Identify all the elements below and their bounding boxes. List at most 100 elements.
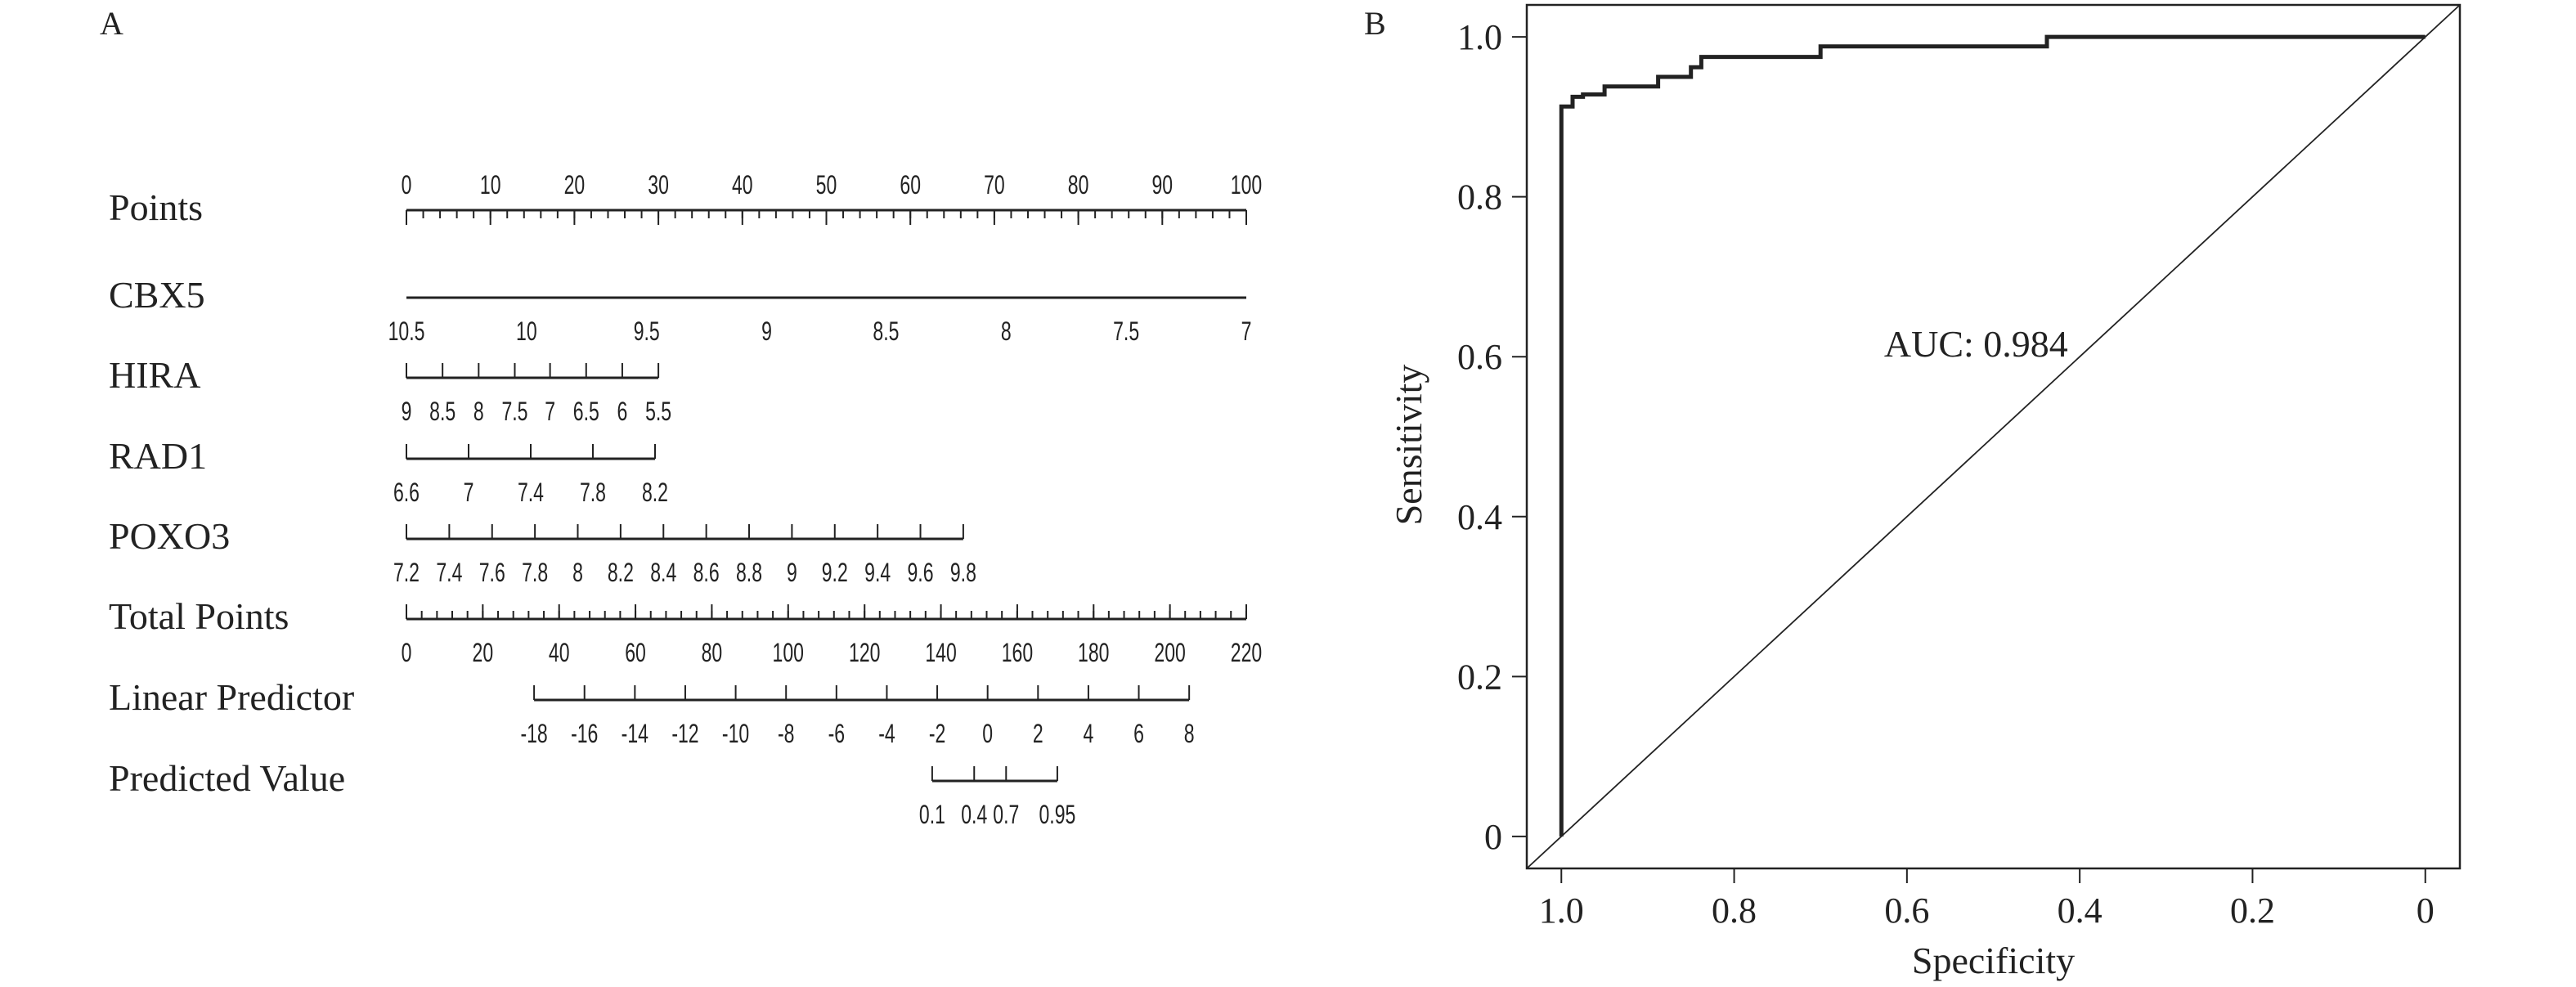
tick-label-linear-predictor: -16 xyxy=(571,719,598,748)
tick-label-linear-predictor: 0 xyxy=(982,719,993,748)
tick-label-poxo3: 9 xyxy=(787,558,797,587)
y-tick-label: 1.0 xyxy=(1457,17,1502,57)
tick-label-predicted-value: 0.4 xyxy=(961,800,987,829)
y-tick-label: 0.2 xyxy=(1457,657,1502,697)
tick-label-hira: 6.5 xyxy=(573,397,599,426)
tick-label-poxo3: 7.4 xyxy=(436,558,462,587)
tick-label-total-points: 200 xyxy=(1154,638,1185,667)
tick-label-total-points: 100 xyxy=(773,638,804,667)
tick-label-rad1: 6.6 xyxy=(393,478,420,507)
tick-label-rad1: 7.4 xyxy=(518,478,544,507)
tick-label-cbx5: 8.5 xyxy=(873,316,899,346)
tick-label-hira: 8.5 xyxy=(429,397,456,426)
row-name-total-points: Total Points xyxy=(109,595,289,637)
tick-label-hira: 8 xyxy=(473,397,484,426)
row-name-poxo3: POXO3 xyxy=(109,515,230,557)
tick-label-rad1: 8.2 xyxy=(642,478,668,507)
tick-label-poxo3: 9.6 xyxy=(908,558,934,587)
row-name-points: Points xyxy=(109,186,203,228)
tick-label-cbx5: 9 xyxy=(761,316,772,346)
tick-label-poxo3: 9.2 xyxy=(822,558,848,587)
tick-label-hira: 7 xyxy=(545,397,555,426)
tick-label-points: 20 xyxy=(564,170,586,200)
tick-label-points: 100 xyxy=(1231,170,1262,200)
panel-b-label: B xyxy=(1364,5,1386,42)
tick-label-hira: 7.5 xyxy=(501,397,527,426)
x-tick-label: 0.8 xyxy=(1712,891,1757,931)
x-tick-label: 0.4 xyxy=(2058,891,2103,931)
tick-label-poxo3: 8.6 xyxy=(693,558,720,587)
tick-label-cbx5: 10.5 xyxy=(388,316,425,346)
tick-label-poxo3: 9.4 xyxy=(864,558,891,587)
y-axis-label: Sensitivity xyxy=(1388,365,1429,526)
row-name-hira: HIRA xyxy=(109,354,200,396)
roc-panel: 1.0 0.8 0.6 0.4 0.2 0 0 0.2 0.4 0.6 0.8 1.0 Specific… xyxy=(1388,3,2462,981)
x-tick-label: 0 xyxy=(2417,891,2435,931)
tick-label-hira: 6 xyxy=(617,397,628,426)
tick-label-points: 70 xyxy=(984,170,1005,200)
tick-label-points: 0 xyxy=(402,170,412,200)
tick-label-poxo3: 8.2 xyxy=(608,558,634,587)
panel-a-label: A xyxy=(100,5,123,42)
tick-label-points: 40 xyxy=(732,170,753,200)
plot-frame xyxy=(1525,3,2462,870)
tick-label-points: 60 xyxy=(900,170,921,200)
row-name-predicted-value: Predicted Value xyxy=(109,757,345,799)
tick-label-linear-predictor: -6 xyxy=(828,719,845,748)
tick-label-rad1: 7 xyxy=(464,478,474,507)
tick-label-linear-predictor: -2 xyxy=(929,719,945,748)
tick-label-total-points: 140 xyxy=(925,638,956,667)
tick-label-poxo3: 7.8 xyxy=(522,558,548,587)
tick-label-cbx5: 7 xyxy=(1241,316,1252,346)
tick-label-points: 90 xyxy=(1151,170,1173,200)
tick-label-predicted-value: 0.1 xyxy=(919,800,945,829)
tick-label-cbx5: 7.5 xyxy=(1113,316,1139,346)
tick-label-linear-predictor: -10 xyxy=(722,719,749,748)
tick-label-linear-predictor: 6 xyxy=(1133,719,1144,748)
tick-label-linear-predictor: 8 xyxy=(1184,719,1195,748)
tick-label-linear-predictor: 4 xyxy=(1084,719,1094,748)
tick-label-total-points: 120 xyxy=(849,638,880,667)
row-name-rad1: RAD1 xyxy=(109,435,207,477)
row-name-linear-predictor: Linear Predictor xyxy=(109,676,354,718)
tick-label-poxo3: 9.8 xyxy=(950,558,976,587)
tick-label-hira: 9 xyxy=(402,397,412,426)
tick-label-points: 10 xyxy=(480,170,501,200)
tick-label-linear-predictor: -18 xyxy=(520,719,547,748)
tick-label-cbx5: 9.5 xyxy=(634,316,660,346)
auc-annotation: AUC: 0.984 xyxy=(1884,323,2068,365)
tick-label-total-points: 220 xyxy=(1231,638,1262,667)
tick-label-total-points: 0 xyxy=(402,638,412,667)
y-tick-label: 0 xyxy=(1484,817,1502,857)
tick-label-predicted-value: 0.95 xyxy=(1039,800,1076,829)
tick-label-total-points: 180 xyxy=(1078,638,1109,667)
tick-label-linear-predictor: -8 xyxy=(778,719,794,748)
tick-label-hira: 5.5 xyxy=(645,397,671,426)
tick-label-linear-predictor: -14 xyxy=(622,719,648,748)
y-tick-label: 0.4 xyxy=(1457,497,1502,537)
x-axis-label: Specificity xyxy=(1912,940,2075,981)
tick-label-points: 80 xyxy=(1068,170,1089,200)
tick-label-predicted-value: 0.7 xyxy=(993,800,1019,829)
tick-label-total-points: 60 xyxy=(625,638,646,667)
y-tick-label: 0.6 xyxy=(1457,337,1502,377)
x-tick-label: 0.6 xyxy=(1884,891,1929,931)
tick-label-poxo3: 8.4 xyxy=(650,558,676,587)
tick-label-total-points: 160 xyxy=(1002,638,1033,667)
tick-label-total-points: 20 xyxy=(473,638,494,667)
tick-label-total-points: 80 xyxy=(702,638,723,667)
tick-label-poxo3: 7.6 xyxy=(479,558,505,587)
tick-label-poxo3: 7.2 xyxy=(393,558,420,587)
reference-diagonal xyxy=(1526,4,2461,869)
tick-label-cbx5: 10 xyxy=(516,316,537,346)
tick-label-poxo3: 8.8 xyxy=(736,558,762,587)
tick-label-cbx5: 8 xyxy=(1001,316,1012,346)
tick-label-linear-predictor: 2 xyxy=(1033,719,1043,748)
tick-label-points: 50 xyxy=(816,170,837,200)
tick-label-total-points: 40 xyxy=(549,638,570,667)
tick-label-linear-predictor: -4 xyxy=(878,719,895,748)
tick-label-points: 30 xyxy=(648,170,669,200)
roc-curve-0 xyxy=(1559,34,2426,837)
